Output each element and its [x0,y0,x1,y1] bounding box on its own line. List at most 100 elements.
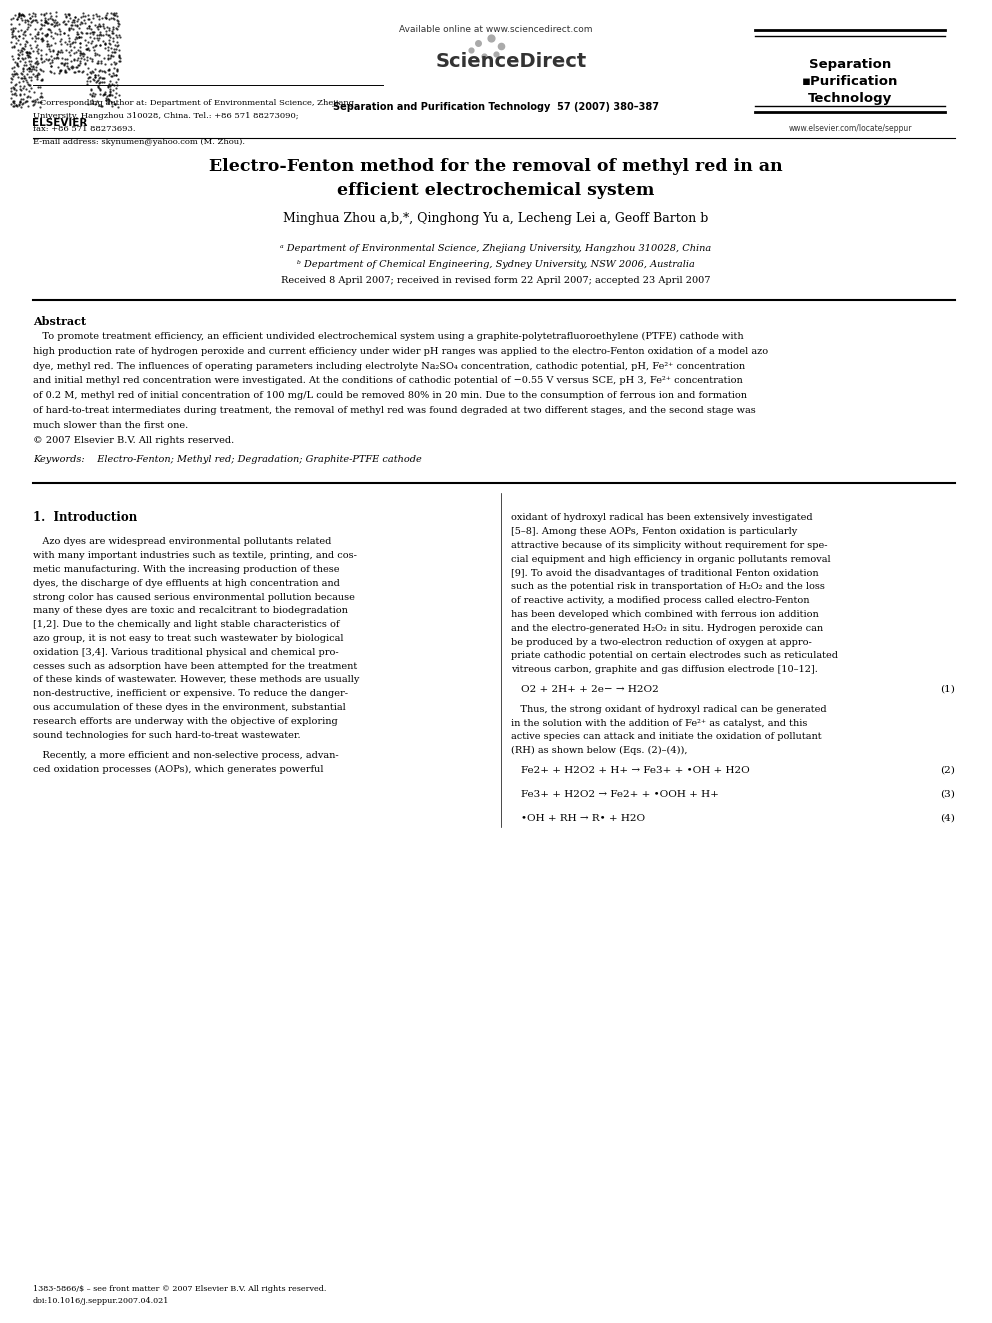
Point [51,48,66,69]
Point [82,22,98,44]
Point [42,8,58,29]
Point [79,70,95,91]
Point [53,33,68,54]
Point [79,38,95,60]
Point [101,19,117,40]
Point [111,46,127,67]
Point [72,42,88,64]
Text: priate cathodic potential on certain electrodes such as reticulated: priate cathodic potential on certain ele… [511,651,838,660]
Point [108,77,124,98]
Point [92,60,108,81]
Point [30,89,46,110]
Point [58,49,73,70]
Text: Electro-Fenton; Methyl red; Degradation; Graphite-PTFE cathode: Electro-Fenton; Methyl red; Degradation;… [91,455,422,464]
Point [91,34,107,56]
Point [96,60,112,81]
Text: Received 8 April 2007; received in revised form 22 April 2007; accepted 23 April: Received 8 April 2007; received in revis… [282,277,710,284]
Point [13,40,29,61]
Point [69,57,85,78]
Point [4,8,20,29]
Point [31,64,47,85]
Point [14,94,30,115]
Point [62,45,78,66]
Point [79,74,95,95]
Point [72,7,88,28]
Point [78,34,94,56]
Text: dye, methyl red. The influences of operating parameters including electrolyte Na: dye, methyl red. The influences of opera… [33,361,745,370]
Point [83,93,99,114]
Point [100,77,116,98]
Point [91,67,107,89]
Point [46,40,62,61]
Point [67,29,83,50]
Point [85,22,101,44]
Text: of these kinds of wastewater. However, these methods are usually: of these kinds of wastewater. However, t… [33,676,359,684]
Point [66,9,82,30]
Point [16,38,32,60]
Point [82,61,98,82]
Point [80,93,96,114]
Text: metic manufacturing. With the increasing production of these: metic manufacturing. With the increasing… [33,565,339,574]
Point [70,48,86,69]
Point [106,52,122,73]
Point [52,61,67,82]
Point [29,34,45,56]
Point [102,70,118,91]
Point [16,67,32,89]
Point [13,79,29,101]
Point [98,7,114,28]
Point [32,75,48,97]
Text: azo group, it is not easy to treat such wastewater by biological: azo group, it is not easy to treat such … [33,634,343,643]
Point [13,75,29,97]
Point [493,36,509,57]
Point [67,32,83,53]
Point [62,33,78,54]
Point [33,4,49,25]
Point [3,94,19,115]
Point [38,12,54,33]
Point [27,25,43,46]
Point [101,64,117,85]
Text: E-mail address: skynumen@yahoo.com (M. Zhou).: E-mail address: skynumen@yahoo.com (M. Z… [33,138,245,146]
Point [29,65,45,86]
Point [32,19,48,40]
Text: © 2007 Elsevier B.V. All rights reserved.: © 2007 Elsevier B.V. All rights reserved… [33,435,234,445]
Text: of 0.2 M, methyl red of initial concentration of 100 mg/L could be removed 80% i: of 0.2 M, methyl red of initial concentr… [33,392,747,400]
Point [8,62,24,83]
Point [103,38,119,60]
Point [58,40,73,61]
Point [27,19,43,40]
Point [3,87,19,108]
Point [87,45,103,66]
Point [15,58,31,79]
Point [23,56,39,77]
Point [92,66,108,87]
Point [63,17,79,38]
Point [18,91,34,112]
Point [38,8,54,29]
Point [50,22,65,44]
Point [85,7,101,28]
Point [76,9,92,30]
Point [95,30,111,52]
Point [30,77,46,98]
Point [11,71,27,93]
Point [39,30,55,52]
Point [96,71,112,93]
Point [110,11,126,32]
Point [30,53,46,74]
Point [18,52,34,73]
Point [78,38,94,60]
Point [5,8,21,29]
Point [34,86,50,107]
Point [19,90,35,111]
Point [74,46,90,67]
Point [20,73,36,94]
Point [94,67,110,89]
Point [82,83,98,105]
Point [104,95,120,116]
Point [78,17,94,38]
Point [62,50,78,71]
Point [111,45,127,66]
Point [16,5,32,26]
